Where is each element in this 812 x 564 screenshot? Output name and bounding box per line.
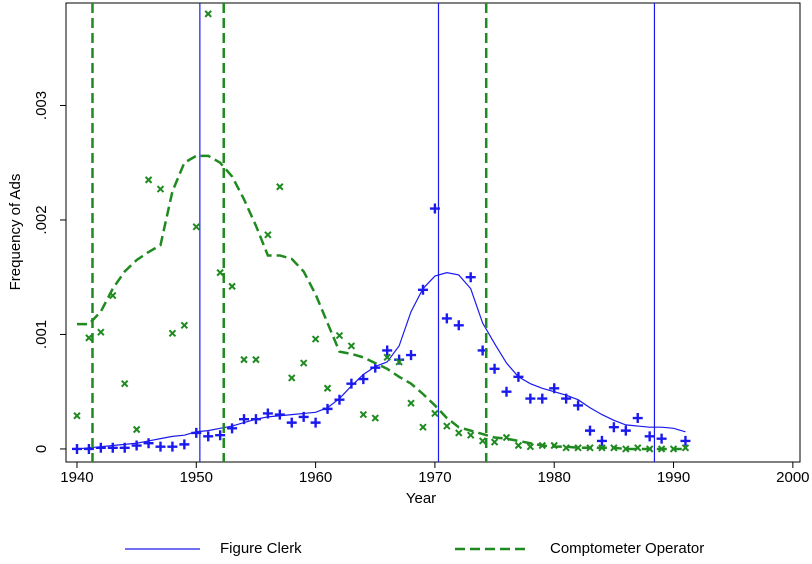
data-point xyxy=(120,379,129,388)
x-tick-label: 1940 xyxy=(60,469,93,486)
data-point xyxy=(299,359,308,367)
data-point xyxy=(358,374,369,385)
data-point xyxy=(382,345,393,356)
data-point xyxy=(310,417,321,428)
data-point xyxy=(478,437,487,445)
data-point xyxy=(132,425,141,434)
data-point xyxy=(156,185,165,193)
legend-label: Figure Clerk xyxy=(220,540,302,557)
y-tick-label: .002 xyxy=(33,205,50,234)
data-point xyxy=(155,441,166,452)
plot-frame xyxy=(65,2,801,463)
x-tick-label: 1970 xyxy=(418,469,451,486)
data-point xyxy=(131,440,142,451)
data-point xyxy=(167,441,178,452)
x-tick-label: 2000 xyxy=(776,469,809,486)
data-point xyxy=(406,350,417,361)
data-point xyxy=(466,431,475,439)
data-point xyxy=(180,321,189,330)
data-point xyxy=(346,378,357,389)
data-point xyxy=(573,400,584,411)
data-point xyxy=(419,423,427,431)
data-point xyxy=(574,444,582,452)
x-tick-label: 1960 xyxy=(299,469,332,486)
x-tick-label: 1980 xyxy=(538,469,571,486)
data-point xyxy=(526,442,535,451)
data-point xyxy=(465,272,476,283)
data-point xyxy=(395,358,403,366)
data-point xyxy=(228,282,236,291)
data-point xyxy=(168,329,177,338)
data-point xyxy=(335,331,344,340)
data-point xyxy=(192,223,200,231)
data-point xyxy=(608,422,619,433)
data-point xyxy=(443,422,451,430)
data-point xyxy=(264,231,272,239)
data-point xyxy=(371,414,379,422)
data-point xyxy=(252,355,260,364)
data-point xyxy=(240,355,248,364)
data-point xyxy=(525,393,536,404)
smooth-line xyxy=(76,154,686,451)
legend-label: Comptometer Operator xyxy=(550,540,704,557)
smooth-line xyxy=(76,272,686,450)
data-point xyxy=(490,438,499,446)
data-point xyxy=(204,10,212,18)
data-point xyxy=(453,320,464,331)
x-tick-label: 1950 xyxy=(180,469,213,486)
data-point xyxy=(143,438,154,449)
data-point xyxy=(596,435,607,446)
data-point xyxy=(323,384,332,392)
data-point xyxy=(441,313,452,324)
data-point xyxy=(656,433,667,444)
data-point xyxy=(288,374,296,382)
data-point xyxy=(179,439,190,450)
data-point xyxy=(286,417,297,428)
data-point xyxy=(537,393,548,404)
data-point xyxy=(622,445,630,453)
data-point xyxy=(347,342,356,350)
y-axis-title: Frequency of Ads xyxy=(7,174,24,291)
data-point xyxy=(203,431,214,442)
data-point xyxy=(97,328,105,336)
data-point xyxy=(144,176,153,184)
data-point xyxy=(215,430,226,441)
x-tick-label: 1990 xyxy=(657,469,690,486)
data-point xyxy=(514,441,523,450)
y-tick-label: 0 xyxy=(33,445,50,453)
data-point xyxy=(227,423,238,434)
data-point xyxy=(644,431,655,442)
data-point xyxy=(680,435,691,446)
data-point xyxy=(83,443,94,454)
data-point xyxy=(359,410,368,419)
x-axis-title: Year xyxy=(406,490,436,507)
data-point xyxy=(489,363,500,374)
data-point xyxy=(632,413,643,424)
data-point xyxy=(107,442,118,453)
data-point xyxy=(95,442,106,453)
data-point xyxy=(311,335,320,343)
data-point xyxy=(73,412,81,420)
data-point xyxy=(334,394,345,405)
data-point xyxy=(431,409,439,418)
data-point xyxy=(620,425,631,436)
data-point xyxy=(585,425,596,436)
data-point xyxy=(681,444,690,452)
data-point xyxy=(383,353,391,362)
data-point xyxy=(216,268,224,277)
data-point xyxy=(455,429,463,437)
data-point xyxy=(501,386,512,397)
y-tick-label: .003 xyxy=(33,91,50,120)
y-tick-label: .001 xyxy=(33,320,50,349)
data-point xyxy=(85,334,93,342)
data-point xyxy=(407,399,415,407)
data-point xyxy=(276,183,284,191)
data-point xyxy=(274,409,285,420)
data-point xyxy=(429,203,440,214)
